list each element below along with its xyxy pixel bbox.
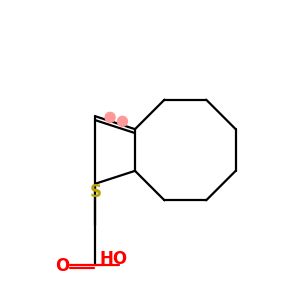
Text: S: S — [89, 183, 101, 201]
Text: HO: HO — [100, 250, 128, 268]
Text: O: O — [55, 257, 69, 275]
Circle shape — [105, 112, 115, 122]
Circle shape — [117, 116, 128, 126]
